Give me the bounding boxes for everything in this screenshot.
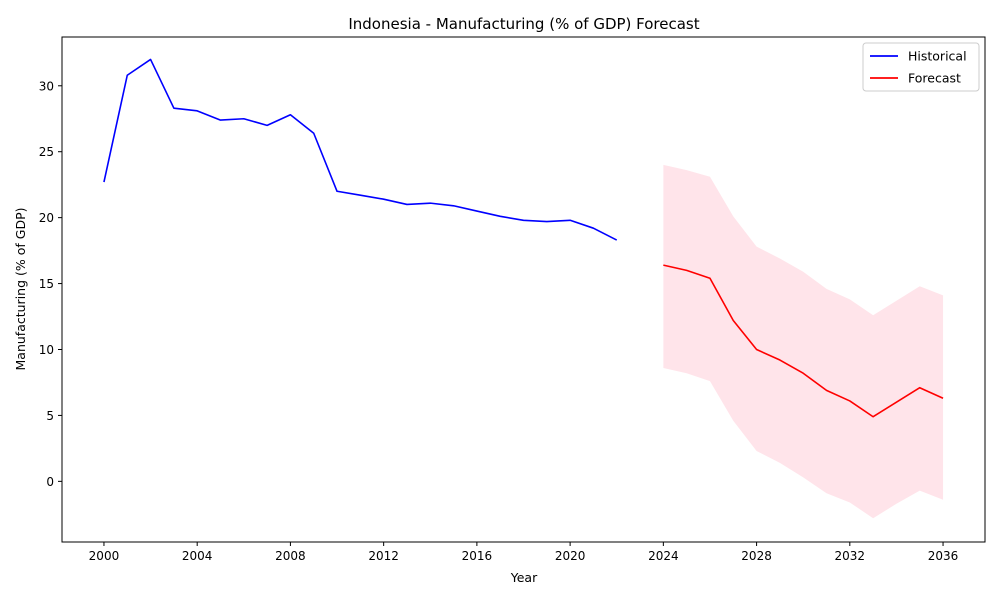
chart-title: Indonesia - Manufacturing (% of GDP) For… — [348, 15, 699, 33]
y-tick-label: 15 — [39, 277, 54, 291]
plot-frame — [61, 36, 986, 543]
plot-area — [61, 36, 986, 543]
legend-label-historical: Historical — [908, 49, 967, 64]
x-tick-label: 2016 — [462, 549, 493, 563]
legend-box — [862, 42, 980, 92]
y-axis-label: Manufacturing (% of GDP) — [13, 208, 28, 371]
y-tick-label: 25 — [39, 145, 54, 159]
series-line-forecast — [663, 264, 944, 418]
x-axis-label: Year — [510, 570, 538, 585]
x-tick-label: 2008 — [275, 549, 306, 563]
x-tick-label: 2000 — [89, 549, 120, 563]
y-axis: 0 5 10 15 20 25 30 — [39, 79, 62, 489]
x-tick-label: 2012 — [368, 549, 399, 563]
y-tick-label: 30 — [39, 79, 54, 93]
legend: Historical Forecast — [862, 42, 980, 92]
x-tick-label: 2032 — [835, 549, 866, 563]
x-tick-label: 2036 — [928, 549, 959, 563]
x-tick-label: 2024 — [648, 549, 679, 563]
series-line-layer — [103, 58, 944, 418]
x-tick-label: 2004 — [182, 549, 213, 563]
legend-label-forecast: Forecast — [908, 71, 961, 86]
y-tick-label: 5 — [46, 409, 54, 423]
x-tick-label: 2020 — [555, 549, 586, 563]
y-tick-label: 20 — [39, 211, 54, 225]
y-tick-label: 0 — [46, 475, 54, 489]
confidence-band-forecast — [663, 164, 944, 519]
x-tick-label: 2028 — [741, 549, 772, 563]
confidence-band-layer — [663, 164, 944, 519]
series-line-historical — [103, 58, 618, 241]
y-tick-label: 10 — [39, 343, 54, 357]
x-axis: 2000 2004 2008 2012 2016 2020 2024 2028 2032 2036 — [89, 542, 959, 563]
